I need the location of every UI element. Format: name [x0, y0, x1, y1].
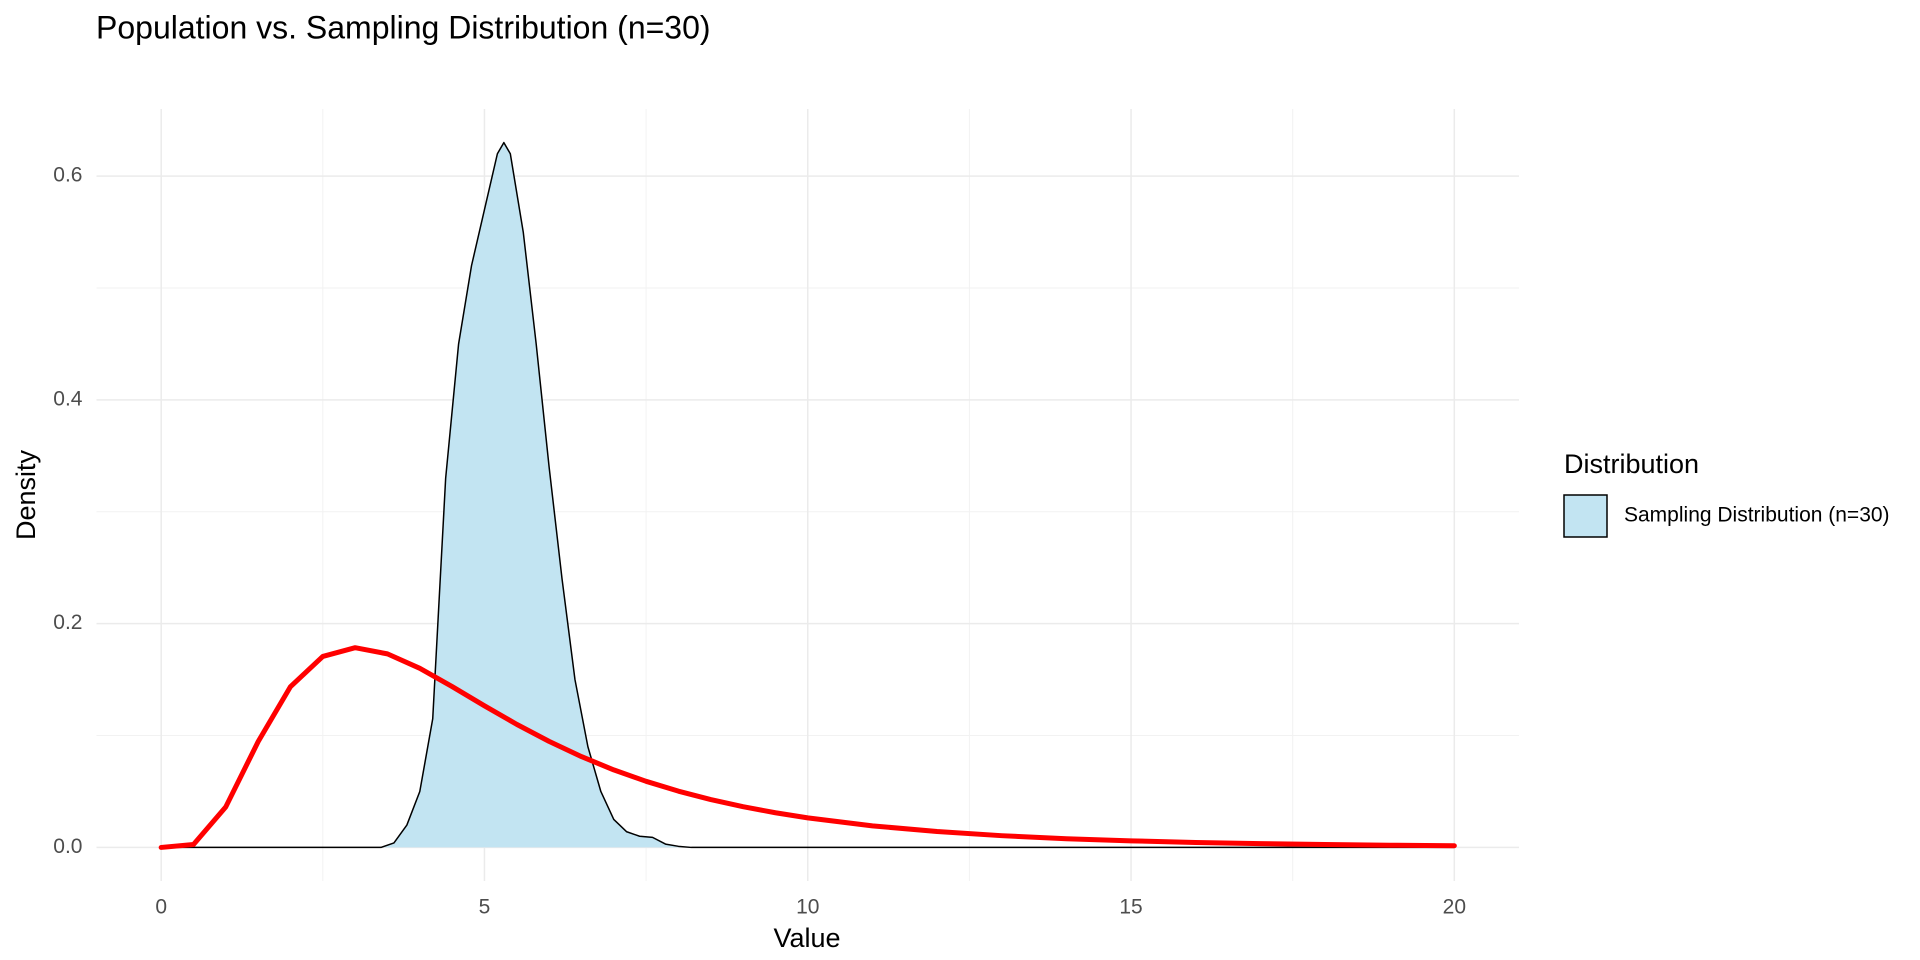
density-line — [158, 645, 1457, 850]
chart-title: Population vs. Sampling Distribution (n=… — [96, 9, 711, 45]
legend-label: Sampling Distribution (n=30) — [1624, 504, 1890, 527]
y-tick-label: 0.2 — [53, 611, 82, 634]
density-area — [161, 142, 1455, 848]
legend-key — [1563, 494, 1608, 538]
x-tick-label: 20 — [1443, 896, 1466, 919]
density-outline — [161, 141, 1455, 849]
y-tick-label: 0.4 — [53, 387, 83, 410]
legend-title: Distribution — [1564, 449, 1699, 479]
y-tick-label: 0.6 — [53, 164, 82, 187]
x-tick-label: 15 — [1119, 896, 1142, 919]
x-axis-title: Value — [773, 923, 840, 953]
y-axis-title: Density — [11, 449, 41, 540]
y-tick-label: 0.0 — [53, 835, 82, 858]
x-tick-label: 10 — [796, 896, 819, 919]
x-tick-label: 5 — [479, 896, 491, 919]
x-tick-label: 0 — [155, 896, 167, 919]
